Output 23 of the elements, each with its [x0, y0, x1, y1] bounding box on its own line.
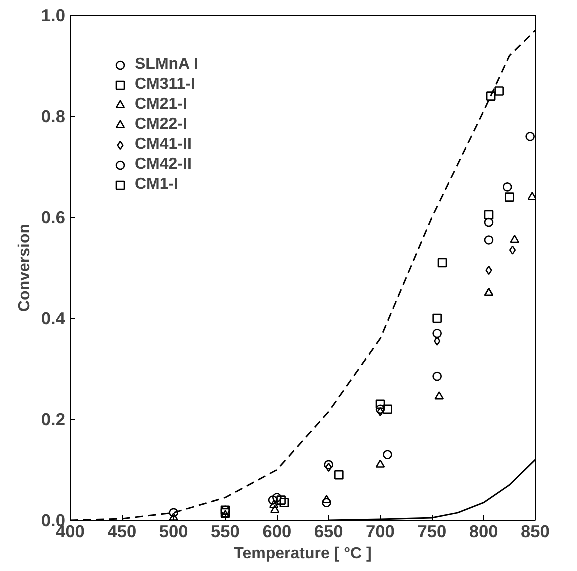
legend-label: CM1-I [135, 176, 179, 194]
y-tick-label: 0.8 [41, 106, 66, 126]
legend-label: CM41-II [135, 136, 192, 154]
y-tick-label: 0.2 [41, 410, 66, 430]
legend-label: SLMnA I [135, 56, 198, 74]
y-tick-label: 0.6 [41, 208, 66, 228]
x-tick-label: 450 [108, 522, 137, 542]
x-tick-label: 750 [418, 522, 447, 542]
y-axis-title: Conversion [16, 224, 34, 312]
x-tick-label: 850 [521, 522, 550, 542]
x-tick-label: 800 [469, 522, 498, 542]
legend-label: CM311-I [135, 76, 196, 94]
x-tick-label: 550 [211, 522, 240, 542]
legend-label: CM22-I [135, 116, 188, 134]
x-tick-label: 700 [366, 522, 395, 542]
y-tick-label: 1.0 [41, 6, 66, 26]
x-tick-label: 500 [159, 522, 188, 542]
legend-label: CM21-I [135, 96, 188, 114]
legend-label: CM42-II [135, 156, 192, 174]
x-axis-title: Temperature [ °C ] [234, 546, 372, 562]
x-tick-label: 600 [262, 522, 292, 542]
x-tick-label: 650 [314, 522, 344, 542]
y-tick-label: 0.4 [41, 308, 66, 328]
